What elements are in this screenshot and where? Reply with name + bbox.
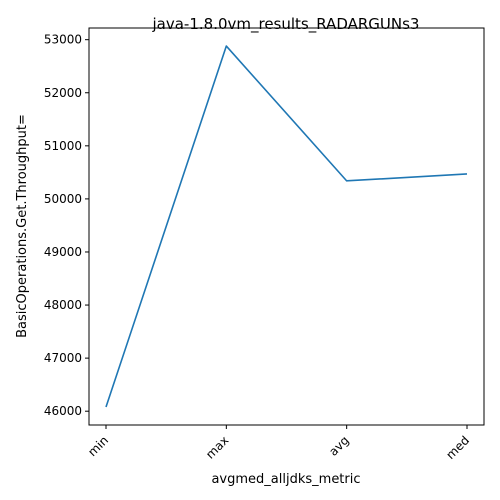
y-tick-label: 46000 <box>44 404 82 418</box>
y-tick-label: 50000 <box>44 192 82 206</box>
y-tick-label: 48000 <box>44 298 82 312</box>
plot-frame <box>88 27 485 426</box>
y-tick-label: 51000 <box>44 139 82 153</box>
x-axis-label: avgmed_alljdks_metric <box>211 472 360 487</box>
chart-title: java-1.8.0vm_results_RADARGUNs3 <box>152 15 420 34</box>
y-tick-label: 47000 <box>44 351 82 365</box>
y-tick-label: 53000 <box>44 33 82 47</box>
series-line <box>105 45 468 408</box>
plot-area: 46000 47000 48000 49000 50000 51000 52000 53000… <box>44 33 472 462</box>
y-tick-label: 52000 <box>44 86 82 100</box>
y-axis-label: BasicOperations.Get.Throughput= <box>15 114 30 338</box>
y-tick-label: 49000 <box>44 245 82 259</box>
